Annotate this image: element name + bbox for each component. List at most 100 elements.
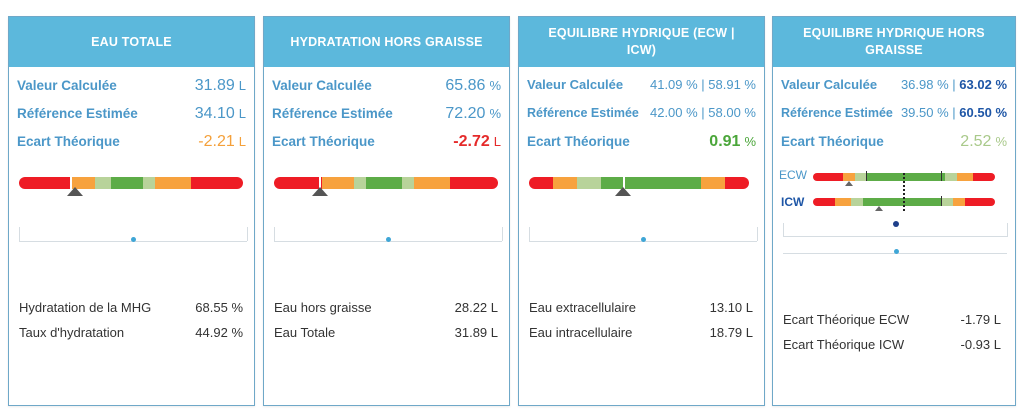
info-row: Eau intracellulaire 18.79 L: [529, 325, 753, 340]
row-ecart-theorique: Ecart Théorique -2.21 L: [9, 133, 254, 157]
row-valeur-calculee: Valeur Calculée 65.86%: [264, 77, 509, 101]
metric-label: Valeur Calculée: [527, 77, 624, 92]
slider-end-left: [19, 227, 20, 241]
metric-value: 2.52%: [960, 133, 1007, 150]
metric-value: 36.98 % | 63.02 %: [900, 77, 1007, 92]
slider-end-right: [247, 227, 248, 241]
info-row: Eau hors graisse 28.22 L: [274, 300, 498, 315]
gauge-notch: [70, 177, 72, 189]
range-gauge: [19, 177, 243, 189]
slider-end-right: [757, 227, 758, 241]
slider-handle[interactable]: [894, 249, 899, 254]
metric-label: Ecart Théorique: [17, 134, 120, 149]
info-value: 68.55 %: [195, 300, 243, 315]
row-valeur-calculee: Valeur Calculée 31.89 L: [9, 77, 254, 101]
metric-value: 41.09 % | 58.91 %: [649, 77, 756, 92]
ecw-gauge: [813, 173, 995, 181]
info-value: 28.22 L: [454, 300, 498, 315]
ecw-reference-line: [866, 171, 867, 181]
row-reference-estimee: Référence Estimée 34.10 L: [9, 105, 254, 129]
info-value: -1.79 L: [960, 312, 1001, 327]
card-title: EQUILIBRE HYDRIQUE HORS GRAISSE: [773, 17, 1015, 67]
row-ecart-theorique: Ecart Théorique -2.72 L: [264, 133, 509, 157]
slider-end-left: [783, 223, 784, 237]
card-title: EQUILIBRE HYDRIQUE (ECW | ICW): [519, 17, 764, 67]
info-row: Hydratation de la MHG 68.55 %: [19, 300, 243, 315]
metric-label: Ecart Théorique: [781, 134, 884, 149]
ecw-gauge-label: ECW: [779, 168, 807, 182]
metric-label: Référence Estimée: [272, 106, 393, 121]
range-gauge: [274, 177, 498, 189]
info-value: 31.89 L: [454, 325, 498, 340]
slider-end-right: [502, 227, 503, 241]
card-eau-totale: EAU TOTALE Valeur Calculée 31.89 L Référe…: [8, 16, 255, 406]
row-valeur-calculee: Valeur Calculée 41.09 % | 58.91 %: [519, 77, 764, 101]
slider-end-right: [1007, 223, 1008, 237]
metric-value: -2.21 L: [198, 133, 246, 150]
slider-track: [783, 236, 1007, 237]
slider-handle[interactable]: [641, 237, 646, 242]
metric-value: 42.00 % | 58.00 %: [649, 105, 756, 120]
gauge-notch: [319, 177, 321, 189]
info-row: Taux d'hydratation 44.92 %: [19, 325, 243, 340]
card-equilibre-hydrique-hors-graisse: EQUILIBRE HYDRIQUE HORS GRAISSE Valeur C…: [772, 16, 1016, 406]
metric-label: Référence Estimée: [781, 106, 893, 120]
metric-label: Valeur Calculée: [272, 78, 372, 93]
info-value: 18.79 L: [709, 325, 753, 340]
row-reference-estimee: Référence Estimée 72.20%: [264, 105, 509, 129]
ecw-gauge-marker: [845, 181, 853, 186]
icw-reference-line: [941, 196, 942, 206]
info-value: -0.93 L: [960, 337, 1001, 352]
gauge-marker: [615, 187, 631, 196]
card-title: HYDRATATION HORS GRAISSE: [264, 17, 509, 67]
metric-label: Valeur Calculée: [17, 78, 117, 93]
metric-value: 72.20%: [445, 105, 501, 122]
card-equilibre-hydrique: EQUILIBRE HYDRIQUE (ECW | ICW) Valeur Ca…: [518, 16, 765, 406]
icw-gauge-marker: [875, 206, 883, 211]
metric-value: 39.50 % | 60.50 %: [900, 105, 1007, 120]
row-valeur-calculee: Valeur Calculée 36.98 % | 63.02 %: [773, 77, 1015, 101]
info-label: Ecart Théorique ICW: [783, 337, 905, 352]
info-row: Ecart Théorique ECW -1.79 L: [783, 312, 1001, 327]
central-dot: [893, 221, 899, 227]
info-label: Taux d'hydratation: [19, 325, 125, 340]
gauge-notch: [623, 177, 625, 189]
metric-value: 0.91%: [709, 133, 756, 150]
row-reference-estimee: Référence Estimée 39.50 % | 60.50 %: [773, 105, 1015, 129]
card-title: EAU TOTALE: [9, 17, 254, 67]
ecw-reference-line: [941, 171, 942, 181]
icw-gauge: [813, 198, 995, 206]
gauge-marker: [312, 187, 328, 196]
info-label: Eau hors graisse: [274, 300, 372, 315]
slider-end-left: [274, 227, 275, 241]
metric-value: -2.72 L: [453, 133, 501, 150]
icw-gauge-label: ICW: [781, 195, 805, 209]
info-value: 44.92 %: [195, 325, 243, 340]
info-row: Eau extracellulaire 13.10 L: [529, 300, 753, 315]
metric-label: Ecart Théorique: [272, 134, 375, 149]
slider-end-left: [529, 227, 530, 241]
metric-label: Ecart Théorique: [527, 134, 630, 149]
metric-value: 34.10 L: [194, 105, 246, 122]
slider-handle[interactable]: [386, 237, 391, 242]
info-value: 13.10 L: [709, 300, 753, 315]
info-row: Eau Totale 31.89 L: [274, 325, 498, 340]
info-label: Eau extracellulaire: [529, 300, 636, 315]
gauge-marker: [67, 187, 83, 196]
metric-value: 31.89 L: [194, 77, 246, 94]
metric-value: 65.86%: [445, 77, 501, 94]
metric-label: Référence Estimée: [17, 106, 138, 121]
info-label: Eau Totale: [274, 325, 336, 340]
info-row: Ecart Théorique ICW -0.93 L: [783, 337, 1001, 352]
info-label: Hydratation de la MHG: [19, 300, 152, 315]
info-label: Ecart Théorique ECW: [783, 312, 910, 327]
slider-handle[interactable]: [131, 237, 136, 242]
info-label: Eau intracellulaire: [529, 325, 633, 340]
row-ecart-theorique: Ecart Théorique 0.91%: [519, 133, 764, 157]
dotted-divider: [903, 173, 905, 211]
row-ecart-theorique: Ecart Théorique 2.52%: [773, 133, 1015, 157]
row-reference-estimee: Référence Estimée 42.00 % | 58.00 %: [519, 105, 764, 129]
card-hydratation-hors-graisse: HYDRATATION HORS GRAISSE Valeur Calculée…: [263, 16, 510, 406]
metric-label: Référence Estimée: [527, 106, 639, 120]
metric-label: Valeur Calculée: [781, 77, 878, 92]
